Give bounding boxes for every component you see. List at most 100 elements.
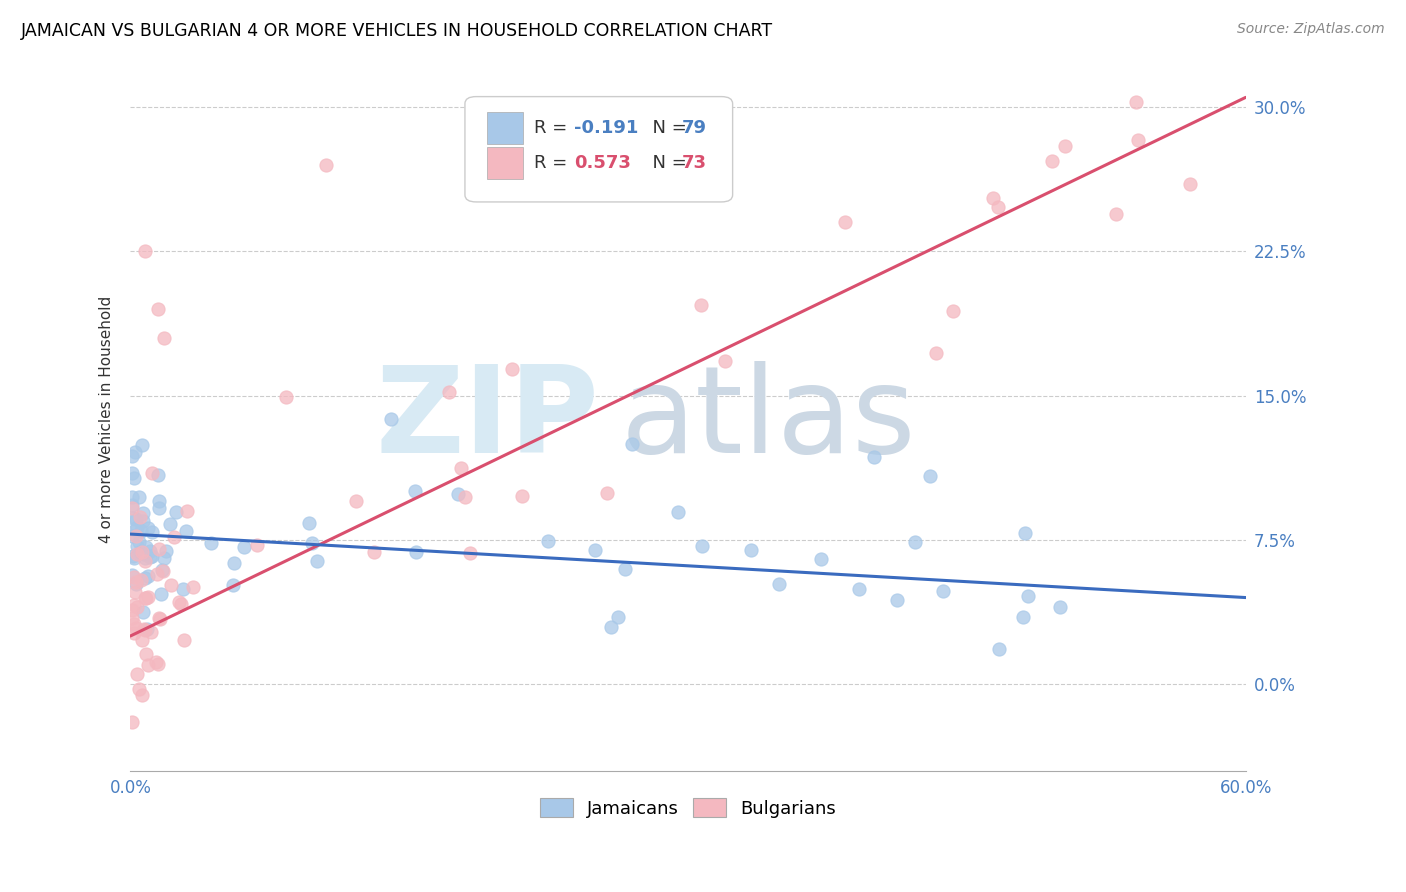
Point: [129, 510, 152, 524]
Point: [145, 655, 167, 669]
Point: [121, 715, 143, 730]
Point: [160, 578, 183, 592]
Point: [167, 595, 190, 609]
Point: [932, 584, 955, 599]
Point: [128, 490, 150, 504]
Bar: [488, 112, 523, 145]
Point: [740, 543, 762, 558]
Point: [146, 566, 169, 581]
Point: [315, 158, 337, 172]
Point: [172, 582, 194, 596]
Point: [176, 504, 198, 518]
Point: [135, 647, 157, 661]
Point: [768, 577, 790, 591]
Point: [125, 539, 148, 553]
FancyBboxPatch shape: [465, 96, 733, 202]
Text: Source: ZipAtlas.com: Source: ZipAtlas.com: [1237, 22, 1385, 37]
Text: R =: R =: [534, 120, 574, 137]
Point: [122, 570, 145, 584]
Point: [121, 567, 143, 582]
Point: [810, 552, 832, 566]
Point: [134, 540, 156, 554]
Text: JAMAICAN VS BULGARIAN 4 OR MORE VEHICLES IN HOUSEHOLD CORRELATION CHART: JAMAICAN VS BULGARIAN 4 OR MORE VEHICLES…: [21, 22, 773, 40]
Point: [134, 551, 156, 566]
Point: [501, 361, 523, 376]
Point: [1011, 609, 1033, 624]
Point: [1178, 177, 1201, 191]
Point: [138, 549, 160, 564]
Text: ZIP: ZIP: [375, 361, 599, 478]
Point: [124, 445, 146, 459]
Point: [127, 547, 149, 561]
Point: [925, 346, 948, 360]
Legend: Jamaicans, Bulgarians: Jamaicans, Bulgarians: [533, 791, 844, 825]
Point: [124, 471, 146, 485]
Point: [132, 515, 155, 529]
Point: [149, 587, 172, 601]
Point: [621, 436, 644, 450]
Point: [918, 469, 941, 483]
Point: [152, 563, 174, 577]
Point: [134, 547, 156, 561]
Point: [139, 543, 162, 558]
Point: [163, 530, 186, 544]
Point: [125, 529, 148, 543]
Point: [690, 539, 713, 553]
Point: [458, 545, 481, 559]
Point: [1017, 589, 1039, 603]
Point: [132, 622, 155, 636]
Point: [405, 545, 427, 559]
Point: [176, 524, 198, 538]
Point: [450, 461, 472, 475]
Point: [125, 577, 148, 591]
Point: [139, 625, 162, 640]
Point: [134, 624, 156, 638]
Point: [152, 564, 174, 578]
Point: [131, 524, 153, 539]
Point: [138, 658, 160, 673]
Point: [148, 610, 170, 624]
Point: [863, 450, 886, 464]
Point: [122, 550, 145, 565]
Point: [233, 540, 256, 554]
Point: [346, 493, 368, 508]
Point: [136, 569, 159, 583]
Text: atlas: atlas: [621, 361, 917, 478]
Point: [1014, 526, 1036, 541]
Point: [127, 600, 149, 615]
Point: [136, 590, 159, 604]
Point: [148, 301, 170, 316]
Point: [301, 536, 323, 550]
Point: [447, 487, 470, 501]
Point: [122, 617, 145, 632]
Point: [159, 517, 181, 532]
Point: [607, 610, 630, 624]
Point: [121, 490, 143, 504]
Point: [141, 467, 163, 481]
Point: [1128, 133, 1150, 147]
Point: [537, 534, 560, 549]
Point: [121, 549, 143, 563]
Point: [274, 390, 297, 404]
Point: [141, 524, 163, 539]
Point: [134, 244, 156, 259]
Point: [134, 571, 156, 585]
Point: [714, 354, 737, 368]
Point: [132, 605, 155, 619]
Point: [132, 506, 155, 520]
Point: [183, 580, 205, 594]
Y-axis label: 4 or more Vehicles in Household: 4 or more Vehicles in Household: [100, 296, 114, 543]
Point: [131, 633, 153, 648]
Point: [454, 490, 477, 504]
Bar: [488, 147, 523, 179]
Point: [129, 574, 152, 588]
Point: [124, 523, 146, 537]
Point: [121, 498, 143, 512]
Point: [135, 622, 157, 636]
Point: [1053, 139, 1076, 153]
Point: [1049, 600, 1071, 615]
Point: [173, 633, 195, 648]
Point: [146, 467, 169, 482]
Point: [510, 489, 533, 503]
Point: [246, 538, 269, 552]
